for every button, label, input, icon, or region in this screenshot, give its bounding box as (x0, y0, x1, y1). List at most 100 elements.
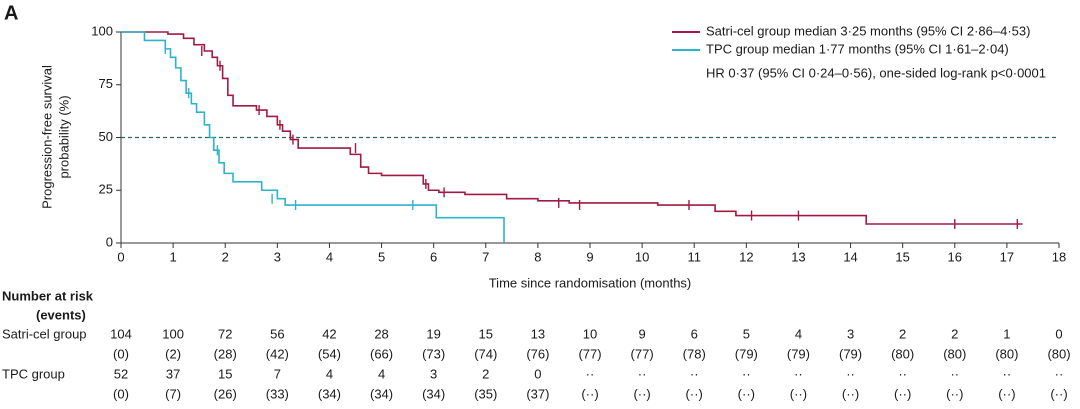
risk-row-label: Satri-cel group (2, 326, 87, 341)
risk-events: (0) (113, 346, 129, 361)
risk-events: (34) (422, 386, 445, 401)
x-tick-label: 6 (430, 249, 437, 264)
survival-curve (121, 31, 505, 243)
risk-events: (80) (995, 346, 1018, 361)
risk-count: 4 (378, 366, 385, 381)
risk-count: 72 (218, 326, 232, 341)
risk-count: 104 (110, 326, 132, 341)
risk-events: (66) (370, 346, 393, 361)
risk-events: (80) (943, 346, 966, 361)
risk-events: (7) (165, 386, 181, 401)
risk-events: (80) (1047, 346, 1070, 361)
risk-events: (2) (165, 346, 181, 361)
risk-events: (33) (266, 386, 289, 401)
x-tick-label: 2 (222, 249, 229, 264)
risk-events: (··) (998, 386, 1015, 401)
risk-events: (80) (891, 346, 914, 361)
risk-count: ·· (898, 366, 907, 381)
x-tick-label: 14 (843, 249, 857, 264)
risk-events: (34) (370, 386, 393, 401)
y-tick-label: 0 (106, 234, 113, 249)
risk-count: 42 (322, 326, 336, 341)
risk-count: ·· (846, 366, 855, 381)
panel-label: A (4, 2, 18, 24)
risk-events: (42) (266, 346, 289, 361)
risk-count: 6 (691, 326, 698, 341)
risk-count: 10 (583, 326, 597, 341)
risk-events: (··) (894, 386, 911, 401)
y-axis-label: Progression-free survival probability (%… (39, 65, 71, 209)
risk-count: 52 (114, 366, 128, 381)
risk-count: ·· (586, 366, 595, 381)
x-tick-label: 13 (791, 249, 805, 264)
risk-events: (35) (474, 386, 497, 401)
risk-events: (28) (214, 346, 237, 361)
risk-events: (79) (735, 346, 758, 361)
risk-count: 13 (531, 326, 545, 341)
x-tick-label: 7 (482, 249, 489, 264)
risk-table-subtitle: (events) (36, 307, 86, 322)
risk-count: ·· (1003, 366, 1012, 381)
risk-count: 5 (743, 326, 750, 341)
risk-events: (··) (1050, 386, 1067, 401)
risk-count: 4 (795, 326, 802, 341)
x-tick-label: 11 (687, 249, 701, 264)
x-tick-label: 18 (1052, 249, 1066, 264)
risk-count: 2 (899, 326, 906, 341)
risk-count: 37 (166, 366, 180, 381)
risk-count: 15 (479, 326, 493, 341)
risk-count: 28 (374, 326, 388, 341)
risk-events: (0) (113, 386, 129, 401)
x-tick-label: 17 (1000, 249, 1014, 264)
risk-row-label: TPC group (2, 366, 65, 381)
legend-label: Satri-cel group median 3·25 months (95% … (706, 23, 1030, 38)
annotation: HR 0·37 (95% CI 0·24–0·56), one-sided lo… (706, 65, 1046, 80)
risk-events: (26) (214, 386, 237, 401)
legend-label: TPC group median 1·77 months (95% CI 1·6… (706, 41, 1009, 56)
risk-events: (··) (686, 386, 703, 401)
risk-count: 3 (847, 326, 854, 341)
risk-table-title: Number at risk (2, 288, 94, 303)
risk-events: (79) (839, 346, 862, 361)
y-tick-label: 50 (99, 129, 113, 144)
risk-count: 3 (430, 366, 437, 381)
risk-events: (··) (633, 386, 650, 401)
risk-count: 56 (270, 326, 284, 341)
x-tick-label: 9 (586, 249, 593, 264)
x-tick-label: 3 (274, 249, 281, 264)
risk-count: 0 (534, 366, 541, 381)
risk-events: (54) (318, 346, 341, 361)
risk-events: (··) (790, 386, 807, 401)
y-tick-label: 100 (91, 23, 113, 38)
x-tick-label: 0 (117, 249, 124, 264)
risk-count: 1 (1003, 326, 1010, 341)
risk-events: (78) (683, 346, 706, 361)
risk-events: (73) (422, 346, 445, 361)
risk-count: 0 (1055, 326, 1062, 341)
survival-curve (121, 31, 1023, 225)
risk-events: (34) (318, 386, 341, 401)
x-axis-label: Time since randomisation (months) (489, 275, 692, 290)
risk-events: (77) (578, 346, 601, 361)
risk-count: ·· (950, 366, 959, 381)
risk-count: ·· (1055, 366, 1064, 381)
risk-events: (··) (842, 386, 859, 401)
risk-count: 2 (482, 366, 489, 381)
risk-count: 19 (426, 326, 440, 341)
x-tick-label: 5 (378, 249, 385, 264)
risk-count: ·· (638, 366, 647, 381)
risk-events: (77) (631, 346, 654, 361)
risk-count: 4 (326, 366, 333, 381)
risk-count: 9 (638, 326, 645, 341)
risk-count: ·· (794, 366, 803, 381)
risk-events: (79) (787, 346, 810, 361)
y-tick-label: 25 (99, 182, 113, 197)
risk-events: (76) (526, 346, 549, 361)
risk-count: 7 (274, 366, 281, 381)
y-axis-label-line: probability (%) (56, 95, 71, 178)
risk-events: (··) (738, 386, 755, 401)
x-tick-label: 4 (326, 249, 333, 264)
x-tick-label: 12 (739, 249, 753, 264)
risk-count: 15 (218, 366, 232, 381)
